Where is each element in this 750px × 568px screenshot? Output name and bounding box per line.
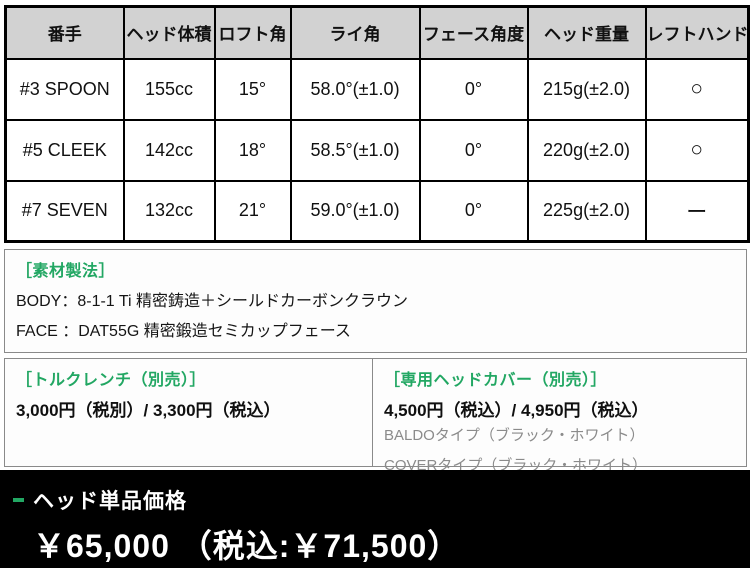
cell-left-hand: ー <box>644 179 750 243</box>
cell-loft-angle: 21° <box>213 179 292 243</box>
cell-head-volume: 142cc <box>122 118 216 182</box>
cell-lie-angle: 58.5°(±1.0) <box>289 118 421 182</box>
head-price-banner: ヘッド単品価格 ￥65,000 （税込:￥71,500） <box>0 470 750 568</box>
table-row-3-spoon: #3 SPOON 155cc 15° 58.0°(±1.0) 0° 215g(±… <box>4 57 750 121</box>
cell-head-volume: 132cc <box>122 179 216 243</box>
cell-face-angle: 0° <box>418 179 529 243</box>
cell-number: #3 SPOON <box>4 57 125 121</box>
head-cover-price: 4,500円（税込）/ 4,950円（税込） <box>384 401 649 420</box>
cell-head-volume: 155cc <box>122 57 216 121</box>
cell-head-weight: 225g(±2.0) <box>526 179 647 243</box>
head-cover-option-cover: COVERタイプ（ブラック・ホワイト） <box>384 457 648 474</box>
torque-wrench-price: 3,000円（税別）/ 3,300円（税込） <box>16 401 281 420</box>
table-header-row: 番手 ヘッド体積 ロフト角 ライ角 フェース角度 ヘッド重量 レフトハンド <box>4 5 750 60</box>
price-banner-title-row: ヘッド単品価格 <box>13 485 750 515</box>
cell-number: #7 SEVEN <box>4 179 125 243</box>
green-dash-icon <box>13 498 24 502</box>
cell-lie-angle: 58.0°(±1.0) <box>289 57 421 121</box>
club-spec-table: 番手 ヘッド体積 ロフト角 ライ角 フェース角度 ヘッド重量 レフトハンド #3… <box>4 5 750 243</box>
head-cover-option-baldo: BALDOタイプ（ブラック・ホワイト） <box>384 427 645 444</box>
materials-body-line: BODY：8-1-1 Ti 精密鋳造＋シールドカーボンクラウン <box>16 293 409 310</box>
column-header-left-hand: レフトハンド <box>644 5 750 60</box>
cell-face-angle: 0° <box>418 57 529 121</box>
column-header-loft-angle: ロフト角 <box>213 5 292 60</box>
cell-loft-angle: 18° <box>213 118 292 182</box>
column-header-head-weight: ヘッド重量 <box>526 5 647 60</box>
column-header-number: 番手 <box>4 5 125 60</box>
column-header-head-volume: ヘッド体積 <box>122 5 216 60</box>
column-header-lie-angle: ライ角 <box>289 5 421 60</box>
table-row-5-cleek: #5 CLEEK 142cc 18° 58.5°(±1.0) 0° 220g(±… <box>4 118 750 182</box>
head-cover-section: ［専用ヘッドカバー（別売）］ 4,500円（税込）/ 4,950円（税込） BA… <box>372 358 747 474</box>
table-row-7-seven: #7 SEVEN 132cc 21° 59.0°(±1.0) 0° 225g(±… <box>4 179 750 243</box>
materials-section: ［素材製法］ BODY：8-1-1 Ti 精密鋳造＋シールドカーボンクラウン F… <box>4 249 747 353</box>
cell-head-weight: 220g(±2.0) <box>526 118 647 182</box>
cell-head-weight: 215g(±2.0) <box>526 57 647 121</box>
cell-face-angle: 0° <box>418 118 529 182</box>
cell-loft-angle: 15° <box>213 57 292 121</box>
torque-wrench-section: ［トルクレンチ（別売）］ 3,000円（税別）/ 3,300円（税込） <box>4 358 373 467</box>
column-header-face-angle: フェース角度 <box>418 5 529 60</box>
torque-wrench-label: ［トルクレンチ（別売）］ <box>16 372 207 389</box>
cell-lie-angle: 59.0°(±1.0) <box>289 179 421 243</box>
cell-left-hand: ○ <box>644 118 750 182</box>
cell-left-hand: ○ <box>644 57 750 121</box>
price-banner-amount: ￥65,000 （税込:￥71,500） <box>33 528 461 564</box>
head-cover-label: ［専用ヘッドカバー（別売）］ <box>384 372 608 389</box>
price-banner-title: ヘッド単品価格 <box>33 490 187 513</box>
cell-number: #5 CLEEK <box>4 118 125 182</box>
materials-section-label: ［素材製法］ <box>16 263 116 280</box>
materials-face-line: FACE ：DAT55G 精密鍛造セミカップフェース <box>16 322 351 340</box>
